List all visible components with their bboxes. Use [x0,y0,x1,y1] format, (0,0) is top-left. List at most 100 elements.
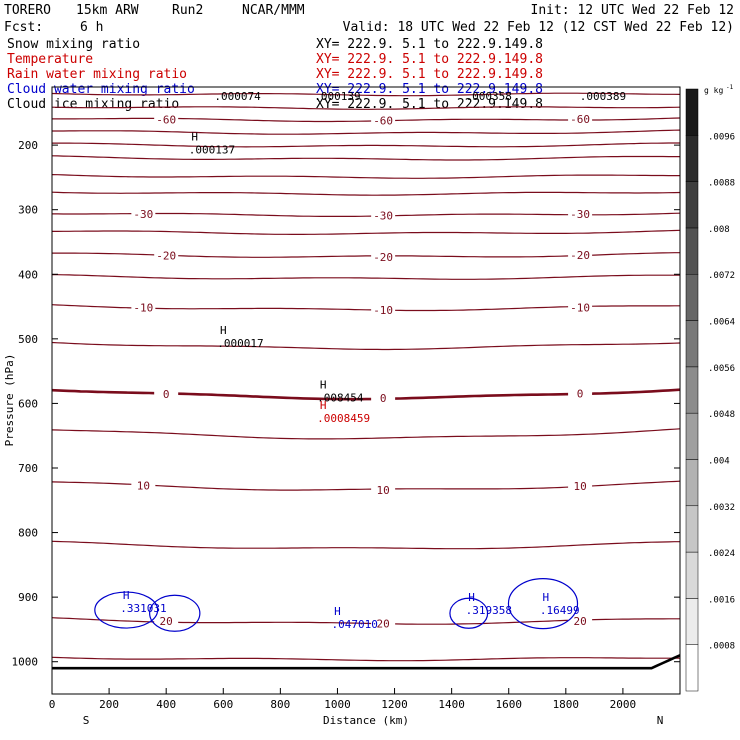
colorbar-tick-label: .0008 [708,642,735,652]
valid-time: Valid: 18 UTC Wed 22 Feb 12 (12 CST Wed … [343,20,734,35]
max-marker-value: .047010 [331,618,377,631]
contour-label-bg [131,479,156,492]
max-marker-value: .319358 [466,604,512,617]
y-tick-label: 400 [18,268,38,281]
legend-label: Temperature [7,52,93,67]
x-tick-label: 1000 [324,698,351,711]
colorbar-tick-label: .0096 [708,132,735,142]
contour-label: -20 [156,249,176,262]
colorbar-tick-label: .0072 [708,271,735,281]
max-marker-h: H [543,591,550,604]
contour-label-bg [131,208,156,221]
max-marker-h: H [191,130,198,143]
contour-label-bg [371,617,396,630]
colorbar: .0008 .0016 .0024 .0032 .004 .0048 .0056 .0064.… [685,84,735,692]
cloud-water-contour [149,594,201,632]
top-value: .000389 [580,90,626,103]
temperature-contour [52,155,680,161]
contour-label: -60 [570,113,590,126]
colorbar-segment [685,320,699,368]
max-marker-value: .0008459 [317,412,370,425]
legend-xy: XY= 222.9. 5.1 to 222.9.149.8 [316,52,543,67]
temperature-contour [52,92,680,97]
temperature-contour [52,142,680,148]
colorbar-segment [685,598,699,645]
contour-label: -10 [570,301,590,314]
plot-inner: -60 -60 -60 -30 -30 -30 -20 -20 -20 -10 -10 -10 0 0 0 1… [52,92,680,670]
x-tick-label: 1400 [438,698,465,711]
legend-xy: XY= 222.9. 5.1 to 222.9.149.8 [316,37,543,52]
y-tick-label: 300 [18,204,38,217]
contour-label-bg [568,249,593,262]
temperature-contour [52,540,680,550]
legend-xy: XY= 222.9. 5.1 to 222.9.149.8 [316,97,543,112]
fcst-hours: 6 h [80,20,103,35]
colorbar-segment [685,181,699,229]
plot-frame [51,86,681,695]
contour-label: 20 [573,615,586,628]
contour-label-bg [568,479,593,492]
terrain-line [52,654,680,670]
contour-label: 10 [137,480,150,493]
y-axis-label: Pressure (hPa) [3,354,16,447]
contour-label: -10 [373,304,393,317]
max-marker-value: .000017 [217,337,263,350]
temperature-contour [52,174,680,179]
colorbar-segment [685,273,699,321]
temperature-contour [52,274,680,280]
max-marker-value: .16499 [540,604,580,617]
contour-label-bg [568,614,593,627]
legend-label: Cloud ice mixing ratio [7,97,179,112]
temperature-contour [52,106,680,110]
temperature-contour [52,191,680,196]
contour-label: -30 [373,209,393,222]
header: TORERO 15km ARW Run2 NCAR/MMM Init: 12 U… [4,3,734,35]
contour-label: -30 [570,208,590,221]
x-tick-label: 200 [99,698,119,711]
x-tick-label: 2000 [610,698,637,711]
x-tick-label: 1800 [553,698,580,711]
colorbar-segment [685,505,699,553]
y-tick-label: 600 [18,397,38,410]
colorbar-tick-label: .004 [708,456,730,466]
run-id: Run2 [172,3,203,18]
max-marker-h: H [320,399,327,412]
contour-label: 0 [577,388,584,401]
legend-label: Snow mixing ratio [7,37,140,52]
contour-label-bg [568,208,593,221]
y-tick-label: 900 [18,591,38,604]
x-tick-label: 1200 [381,698,408,711]
contour-label: 20 [377,618,390,631]
contour-label-bg [371,392,396,405]
top-value: .000139 [314,90,360,103]
legend-xy: XY= 222.9. 5.1 to 222.9.149.8 [316,67,543,82]
contour-label: 10 [377,484,390,497]
axes: 0 200 400 600 800 1000 1200 1400 1600 1800 2000200… [12,139,680,727]
top-value: .000074 [214,90,261,103]
init-time: Init: 12 UTC Wed 22 Feb 12 [531,3,735,18]
x-tick-label: 400 [156,698,176,711]
contour-label-bg [154,615,179,628]
org-name: NCAR/MMM [242,3,305,18]
colorbar-segment [685,366,699,414]
colorbar-segment [685,644,699,692]
y-tick-label: 1000 [12,656,39,669]
contour-label: 10 [573,480,586,493]
temperature-contour [52,656,680,662]
max-marker-h: H [468,591,475,604]
legend-label: Rain water mixing ratio [7,67,187,82]
cloud-water-contour [94,591,159,629]
colorbar-segment [685,551,699,599]
max-marker-h: H [320,378,327,391]
colorbar-tick-label: .0088 [708,179,735,189]
contour-label: 0 [380,392,387,405]
x-tick-label: 0 [49,698,56,711]
contour-label-bg [371,250,396,263]
contour-label-bg [568,387,593,400]
contour-label: 20 [160,615,173,628]
x-tick-label: 1600 [495,698,522,711]
north-label: N [657,714,664,727]
colorbar-segment [685,412,699,460]
model-name: TORERO [4,3,51,18]
